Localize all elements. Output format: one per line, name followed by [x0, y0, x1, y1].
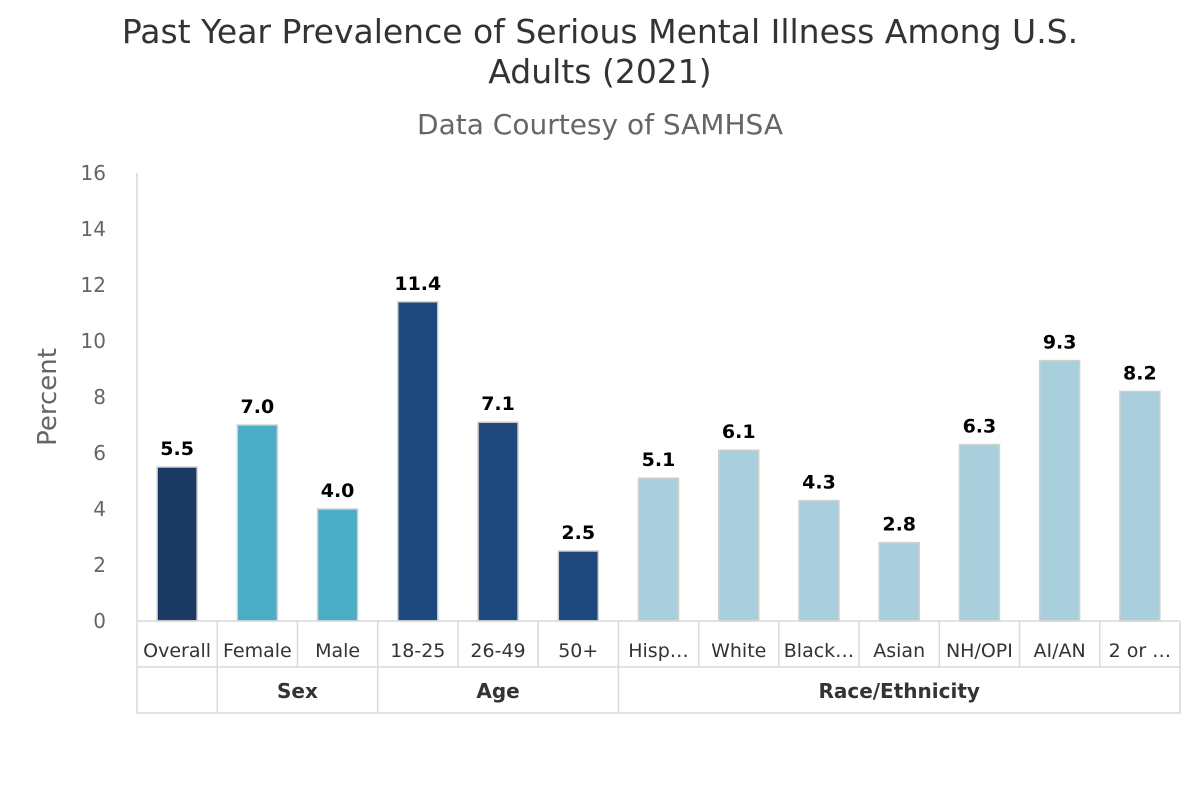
x-group-label: Race/Ethnicity — [818, 679, 979, 703]
x-tick-label: NH/OPI — [946, 640, 1013, 662]
y-tick-label: 8 — [93, 385, 106, 409]
x-tick-label: 2 or … — [1109, 640, 1172, 662]
y-tick-label: 2 — [93, 553, 106, 577]
x-tick-label: AI/AN — [1034, 640, 1086, 662]
y-tick-label: 0 — [93, 609, 106, 633]
bar — [717, 449, 760, 622]
bar — [477, 421, 519, 622]
y-tick-label: 4 — [93, 497, 106, 521]
x-tick-label: Black… — [784, 640, 854, 662]
bar — [236, 424, 279, 622]
data-label: 11.4 — [394, 273, 441, 295]
y-tick-label: 10 — [81, 329, 106, 353]
bar — [798, 499, 840, 622]
bar — [958, 443, 1001, 622]
x-tick-label: Asian — [873, 640, 925, 662]
data-label: 7.1 — [481, 393, 515, 415]
chart-title-line-1: Past Year Prevalence of Serious Mental I… — [121, 12, 1079, 51]
data-label: 6.1 — [722, 421, 756, 443]
x-group-label: Sex — [277, 679, 318, 703]
x-tick-label: Hisp… — [628, 640, 689, 662]
y-tick-label: 16 — [81, 161, 106, 185]
chart-title-line-2: Adults (2021) — [488, 52, 712, 91]
data-label: 2.8 — [882, 514, 916, 536]
x-group-label: Age — [476, 679, 519, 703]
data-label: 4.3 — [802, 472, 836, 494]
data-label: 2.5 — [561, 522, 595, 544]
bar — [878, 541, 920, 622]
data-label: 6.3 — [963, 416, 997, 438]
data-label: 8.2 — [1123, 362, 1157, 384]
bar — [637, 477, 680, 622]
x-tick-label: Male — [315, 640, 360, 662]
bars: 5.5 7.0 4.0 11.4 7.1 2.5 5.1 6.1 4.3 2.8 6.3 9.3 8.2 — [156, 273, 1161, 622]
bar — [1038, 359, 1081, 622]
bar — [316, 508, 359, 622]
x-tick-label: Overall — [143, 640, 211, 662]
bar — [397, 301, 439, 622]
x-tick-label: 18-25 — [390, 640, 445, 662]
data-label: 9.3 — [1043, 332, 1077, 354]
data-label: 7.0 — [241, 396, 275, 418]
x-tick-label: White — [711, 640, 766, 662]
chart-subtitle: Data Courtesy of SAMHSA — [417, 108, 783, 141]
x-tick-label: 26-49 — [470, 640, 525, 662]
x-tick-label: Female — [223, 640, 292, 662]
bar — [557, 550, 600, 622]
y-axis: 0 2 4 6 8 10 12 14 16 — [81, 161, 138, 633]
data-label: 5.5 — [160, 438, 194, 460]
bar — [156, 466, 198, 622]
data-label: 4.0 — [321, 480, 355, 502]
y-tick-label: 12 — [81, 273, 106, 297]
chart-title: Past Year Prevalence of Serious Mental I… — [0, 12, 1200, 92]
y-tick-label: 14 — [81, 217, 106, 241]
y-tick-label: 6 — [93, 441, 106, 465]
y-axis-label: Percent — [33, 348, 63, 446]
x-tick-label: 50+ — [558, 640, 598, 662]
bar — [1119, 390, 1161, 622]
data-label: 5.1 — [642, 449, 676, 471]
x-axis: Overall Female Male 18-25 26-49 50+ Hisp… White… — [136, 620, 1181, 714]
